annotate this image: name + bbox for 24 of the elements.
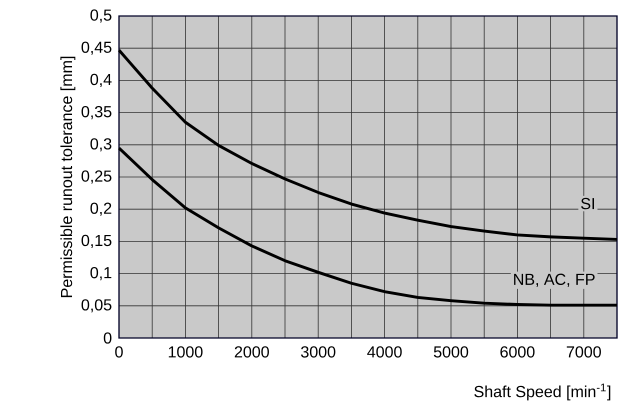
y-tick-label: 0 <box>104 332 112 344</box>
y-tick-label: 0,05 <box>82 299 112 312</box>
y-tick-label: 0,45 <box>82 42 112 55</box>
y-tick-label: 0,3 <box>90 138 112 152</box>
x-tick-label: 4000 <box>367 346 402 358</box>
y-tick-label: 0,25 <box>82 170 112 184</box>
y-tick-label: 0,1 <box>90 266 112 280</box>
x-tick-label: 5000 <box>434 346 468 358</box>
y-tick-label: 0,4 <box>90 74 112 88</box>
x-tick-label: 3000 <box>301 346 336 358</box>
y-tick-label: 0,2 <box>90 202 112 216</box>
x-tick-label: 1000 <box>168 346 203 358</box>
series-label: NB, AC, FP <box>514 274 595 287</box>
y-tick-label: 0,5 <box>90 9 112 23</box>
series-label: SI <box>581 198 594 210</box>
x-tick-label: 0 <box>115 346 123 358</box>
line-series <box>118 48 618 241</box>
x-tick-label: 7000 <box>566 346 601 358</box>
y-tick-label: 0,15 <box>82 234 112 248</box>
x-tick-label: 2000 <box>234 346 269 358</box>
y-tick-label: 0,35 <box>82 106 112 120</box>
x-axis-title: Shaft Speed [min$^{-1}$] <box>474 384 610 400</box>
y-axis-title: Permissible runout tolerance [mm] <box>60 56 76 298</box>
x-tick-label: 6000 <box>500 346 535 358</box>
